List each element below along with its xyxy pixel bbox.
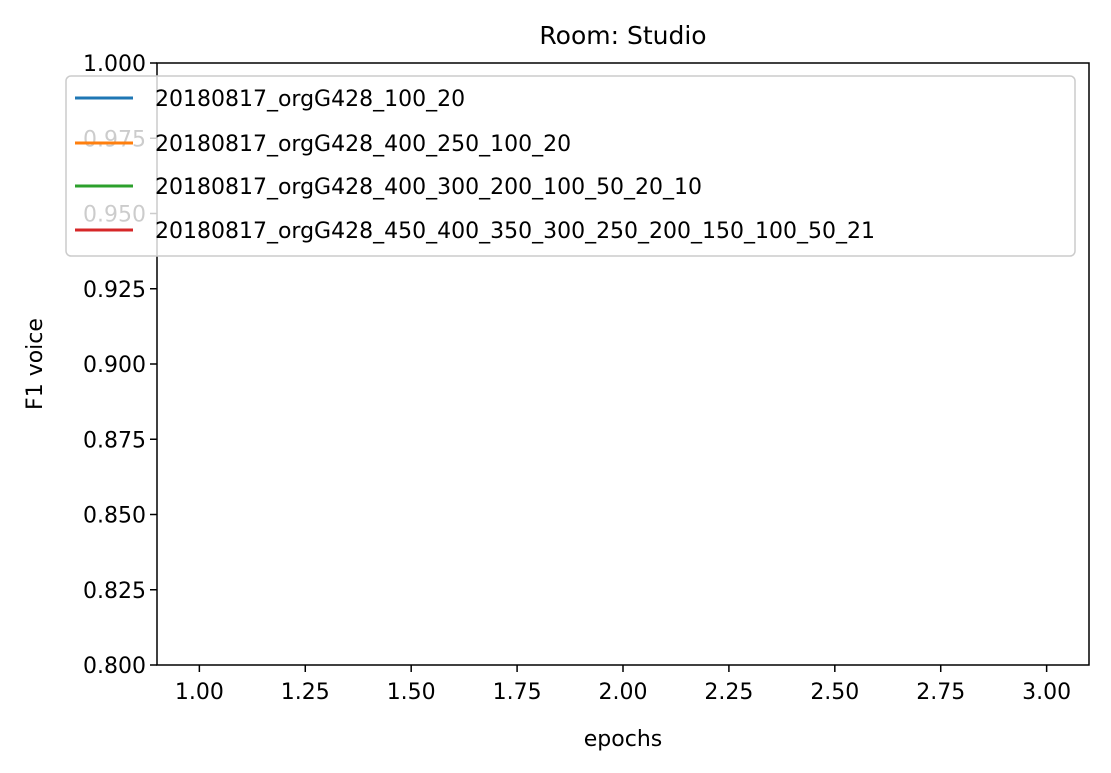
y-tick-label: 0.825 (83, 579, 146, 604)
legend-box (65, 75, 1076, 257)
legend-entry: 20180817_orgG428_400_250_100_20 (75, 132, 571, 157)
chart-title: Room: Studio (539, 21, 706, 50)
x-tick-label: 1.50 (387, 680, 436, 705)
plot-area-frame (156, 62, 1090, 666)
x-tick-label: 1.75 (493, 680, 542, 705)
x-tick-label: 1.25 (281, 680, 330, 705)
y-tick-label: 0.925 (83, 278, 146, 303)
x-tick-label: 2.25 (704, 680, 753, 705)
y-tick-label: 0.800 (83, 654, 146, 679)
legend-entry: 20180817_orgG428_400_300_200_100_50_20_1… (75, 175, 702, 200)
legend-entry: 20180817_orgG428_100_20 (75, 87, 465, 112)
x-tick-label: 2.00 (599, 680, 648, 705)
legend-label: 20180817_orgG428_400_250_100_20 (155, 132, 571, 157)
legend-entry: 20180817_orgG428_450_400_350_300_250_200… (75, 219, 875, 244)
x-tick-label: 3.00 (1022, 680, 1071, 705)
y-tick-label: 0.900 (83, 353, 146, 378)
y-tick-label: 0.875 (83, 428, 146, 453)
y-axis-title: F1 voice (23, 318, 48, 410)
legend-label: 20180817_orgG428_450_400_350_300_250_200… (155, 219, 875, 244)
y-tick-label: 1.000 (83, 52, 146, 77)
x-tick-label: 2.75 (916, 680, 965, 705)
x-tick-label: 2.50 (810, 680, 859, 705)
x-tick-label: 1.00 (175, 680, 224, 705)
x-axis-title: epochs (584, 727, 662, 752)
y-tick-label: 0.850 (83, 504, 146, 529)
legend: 20180817_orgG428_100_20 20180817_orgG428… (65, 75, 1076, 257)
legend-label: 20180817_orgG428_400_300_200_100_50_20_1… (155, 175, 702, 200)
axis-ticks: 1.00 1.25 1.50 1.75 2.00 2.25 2.50 2.75 3.00 0.80… (83, 52, 1071, 705)
legend-label: 20180817_orgG428_100_20 (155, 87, 465, 112)
